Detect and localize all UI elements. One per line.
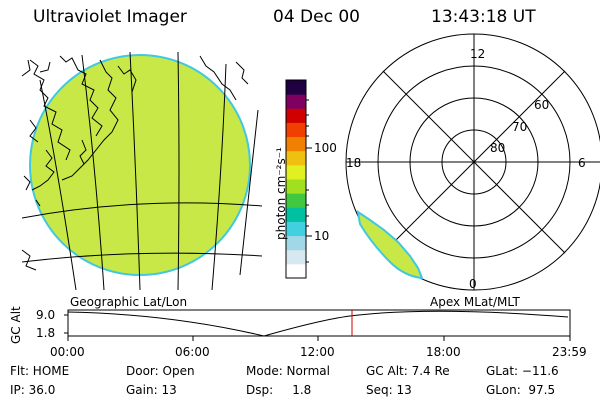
parallels xyxy=(22,202,262,263)
colorbar-segment xyxy=(286,263,306,279)
meridians xyxy=(39,52,259,290)
colorbar-frame xyxy=(285,79,307,279)
colorbar xyxy=(286,80,306,279)
header-date: 04 Dec 00 xyxy=(273,7,360,27)
colorbar-segment xyxy=(286,122,306,138)
timeline-x-tick-1: 06:00 xyxy=(175,345,210,359)
glat-readout: GLat: −11.6 xyxy=(486,364,559,378)
geographic-map xyxy=(22,52,262,290)
coastlines xyxy=(23,55,237,207)
header-time: 13:43:18 UT xyxy=(431,7,536,27)
mlt-label-18: 18 xyxy=(346,156,362,170)
colorbar-segment xyxy=(286,80,306,95)
mlt-label-6: 6 xyxy=(578,156,586,170)
altitude-curve xyxy=(67,310,569,337)
ip-readout: IP: 36.0 xyxy=(10,383,56,397)
flight-readout: Flt: HOME xyxy=(10,364,70,378)
colorbar-segment xyxy=(286,207,306,222)
lat-label-80: 80 xyxy=(490,141,506,155)
polar-image-swath xyxy=(356,209,424,280)
timeline-right-label: Apex MLat/MLT xyxy=(430,295,520,309)
timeline-x-tick-4: 23:59 xyxy=(552,345,587,359)
glon-readout: GLon: 97.5 xyxy=(486,383,556,397)
colorbar-segment xyxy=(286,179,306,194)
colorbar-segment xyxy=(286,164,306,180)
colorbar-tick-10: 10 xyxy=(314,229,330,243)
polar-plot xyxy=(345,33,600,291)
colorbar-segment xyxy=(286,150,306,166)
gain-readout: Gain: 13 xyxy=(126,383,177,397)
mode-readout: Mode: Normal xyxy=(246,364,330,378)
coastlines-outside xyxy=(21,59,249,271)
uv-image-disk xyxy=(29,54,251,276)
timeline-y-tick-top: 9.0 xyxy=(36,308,56,322)
mlt-label-12: 12 xyxy=(470,47,486,61)
colorbar-tick-100: 100 xyxy=(314,141,337,155)
colorbar-segment xyxy=(286,221,306,237)
colorbar-unit-label: photon cm⁻²s⁻¹ xyxy=(274,147,288,240)
colorbar-segment xyxy=(286,108,306,123)
timeline-x-tick-0: 00:00 xyxy=(50,345,85,359)
timeline-axis-title: GC Alt xyxy=(9,306,23,344)
lat-label-60: 60 xyxy=(534,98,550,112)
mlt-label-0: 0 xyxy=(469,277,477,291)
colorbar-segment xyxy=(286,235,306,251)
timeline-y-tick-bottom: 1.8 xyxy=(36,326,56,340)
lat-label-70: 70 xyxy=(512,120,528,134)
colorbar-segment xyxy=(286,249,306,265)
instrument-title: Ultraviolet Imager xyxy=(33,7,187,27)
dsp-readout: Dsp: 1.8 xyxy=(246,383,312,397)
timeline-left-label: Geographic Lat/Lon xyxy=(70,295,188,309)
colorbar-segment xyxy=(286,136,306,152)
timeline-ticks xyxy=(64,314,571,341)
colorbar-segment xyxy=(286,193,306,208)
colorbar-ticks xyxy=(306,99,312,263)
gc-alt-readout: GC Alt: 7.4 Re xyxy=(366,364,450,378)
timeline-x-tick-2: 12:00 xyxy=(300,345,335,359)
polar-diagonal-2 xyxy=(382,70,566,254)
colorbar-segment xyxy=(286,94,306,109)
timeline-x-tick-3: 18:00 xyxy=(426,345,461,359)
seq-readout: Seq: 13 xyxy=(366,383,412,397)
timeline-frame xyxy=(67,309,571,337)
door-readout: Door: Open xyxy=(126,364,195,378)
